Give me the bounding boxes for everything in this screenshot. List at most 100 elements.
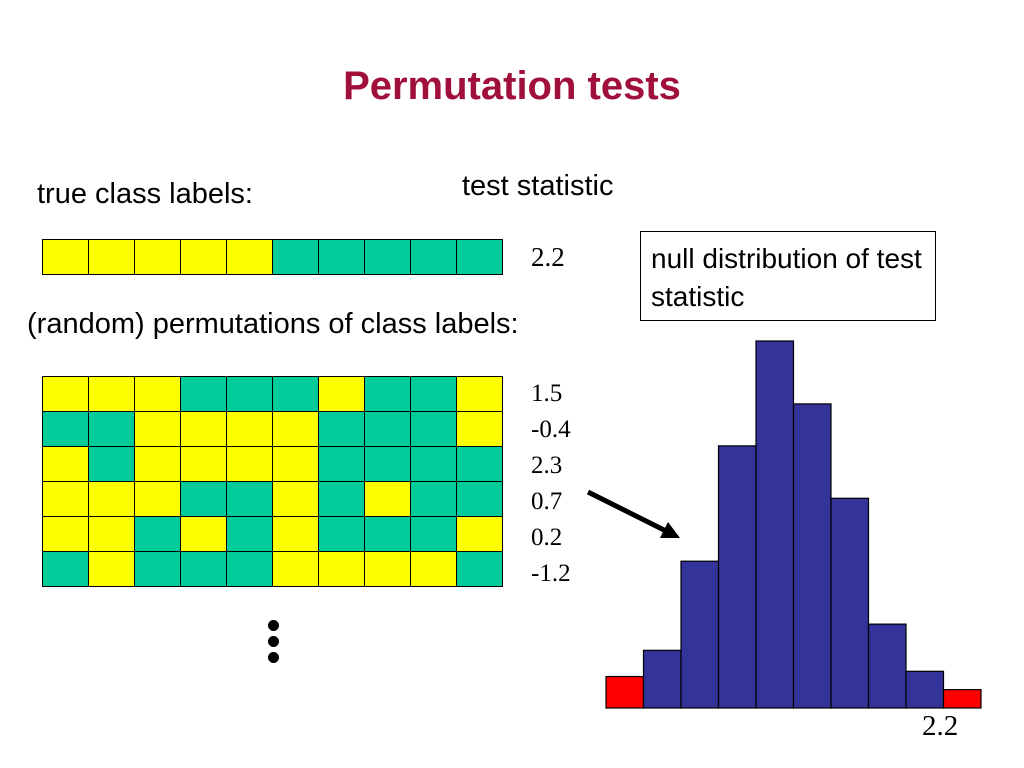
- class-label-cell: [272, 446, 319, 482]
- null-distribution-box: null distribution of test statistic: [640, 231, 936, 321]
- class-label-cell: [180, 551, 227, 587]
- label-row: [42, 516, 503, 552]
- class-label-cell: [42, 551, 89, 587]
- class-label-cell: [226, 516, 273, 552]
- class-label-cell: [318, 376, 365, 412]
- class-label-cell: [180, 411, 227, 447]
- class-label-cell: [318, 481, 365, 517]
- permutation-statistic: -0.4: [531, 416, 571, 443]
- class-label-cell: [272, 376, 319, 412]
- histogram-x-tick-label: 2.2: [922, 710, 959, 742]
- class-label-cell: [226, 551, 273, 587]
- class-label-cell: [134, 446, 181, 482]
- class-label-cell: [226, 481, 273, 517]
- class-label-cell: [272, 516, 319, 552]
- class-label-cell: [410, 239, 457, 275]
- class-label-cell: [88, 376, 135, 412]
- class-label-cell: [42, 481, 89, 517]
- slide-title: Permutation tests: [343, 64, 681, 108]
- class-label-cell: [226, 446, 273, 482]
- vertical-ellipsis-icon: [268, 620, 286, 668]
- permutation-statistic: 1.5: [531, 380, 563, 407]
- class-label-cell: [364, 376, 411, 412]
- true-class-labels-caption: true class labels:: [37, 178, 253, 210]
- class-label-cell: [410, 481, 457, 517]
- permutation-statistic: 2.3: [531, 452, 563, 479]
- class-label-cell: [42, 376, 89, 412]
- class-label-cell: [410, 411, 457, 447]
- class-label-cell: [456, 446, 503, 482]
- class-label-cell: [272, 239, 319, 275]
- class-label-cell: [180, 516, 227, 552]
- class-label-cell: [42, 446, 89, 482]
- histogram-bar: [717, 445, 757, 709]
- permutations-caption: (random) permutations of class labels:: [27, 308, 519, 340]
- class-label-cell: [318, 239, 365, 275]
- class-label-cell: [272, 481, 319, 517]
- class-label-cell: [456, 481, 503, 517]
- class-label-cell: [456, 376, 503, 412]
- histogram-bar: [867, 623, 907, 709]
- label-row: [42, 239, 503, 275]
- label-row: [42, 411, 503, 447]
- null-distribution-histogram: [605, 340, 982, 709]
- permutation-statistic: 0.2: [531, 524, 563, 551]
- class-label-cell: [364, 446, 411, 482]
- class-label-cell: [134, 239, 181, 275]
- class-label-cell: [318, 551, 365, 587]
- class-label-cell: [226, 411, 273, 447]
- class-label-cell: [456, 239, 503, 275]
- class-label-cell: [364, 481, 411, 517]
- label-row: [42, 376, 503, 412]
- null-distribution-text: null distribution of test statistic: [651, 243, 922, 312]
- class-label-cell: [226, 239, 273, 275]
- histogram-bar: [642, 649, 682, 709]
- histogram-bar: [905, 670, 945, 709]
- histogram-bar: [605, 675, 645, 709]
- class-label-cell: [410, 376, 457, 412]
- class-label-cell: [410, 551, 457, 587]
- label-row: [42, 481, 503, 517]
- class-label-cell: [42, 516, 89, 552]
- arrow-icon: [586, 489, 680, 538]
- class-label-cell: [272, 551, 319, 587]
- histogram-bar: [942, 689, 982, 709]
- histogram-bar: [792, 403, 832, 709]
- histogram-bar: [680, 560, 720, 709]
- class-label-cell: [226, 376, 273, 412]
- class-label-cell: [88, 481, 135, 517]
- class-label-cell: [364, 411, 411, 447]
- class-label-cell: [456, 551, 503, 587]
- class-label-cell: [88, 516, 135, 552]
- class-label-cell: [180, 481, 227, 517]
- true-statistic-value: 2.2: [531, 242, 565, 272]
- class-label-cell: [410, 446, 457, 482]
- class-label-cell: [134, 411, 181, 447]
- label-row: [42, 551, 503, 587]
- class-label-cell: [318, 446, 365, 482]
- class-label-cell: [88, 446, 135, 482]
- class-label-cell: [42, 239, 89, 275]
- class-label-cell: [180, 239, 227, 275]
- class-label-cell: [364, 516, 411, 552]
- class-label-cell: [88, 239, 135, 275]
- class-label-cell: [134, 551, 181, 587]
- class-label-cell: [42, 411, 89, 447]
- histogram-bar: [755, 340, 795, 709]
- class-label-cell: [364, 551, 411, 587]
- class-label-cell: [134, 516, 181, 552]
- class-label-cell: [318, 411, 365, 447]
- permutation-labels-grid: [42, 376, 503, 587]
- class-label-cell: [318, 516, 365, 552]
- permutation-statistic: 0.7: [531, 488, 563, 515]
- permutation-statistics-list: 1.5 -0.4 2.3 0.7 0.2 -1.2: [531, 376, 571, 592]
- class-label-cell: [88, 551, 135, 587]
- class-label-cell: [88, 411, 135, 447]
- class-label-cell: [272, 411, 319, 447]
- histogram-bar: [830, 497, 870, 709]
- class-label-cell: [180, 376, 227, 412]
- class-label-cell: [134, 376, 181, 412]
- class-label-cell: [364, 239, 411, 275]
- permutation-statistic: -1.2: [531, 560, 571, 587]
- class-label-cell: [456, 516, 503, 552]
